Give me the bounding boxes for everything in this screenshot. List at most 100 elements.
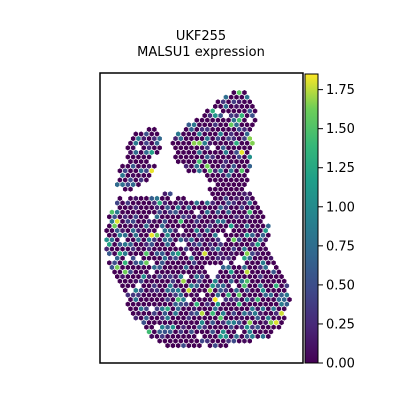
expression-spot [183,246,189,252]
expression-spot [231,163,237,169]
expression-spot [213,333,218,339]
expression-spot [239,333,245,339]
expression-spot [154,140,160,146]
expression-spot [189,126,194,132]
expression-spot [263,237,268,243]
expression-spot [242,228,247,234]
expression-spot [183,126,189,132]
expression-spot [168,264,173,270]
expression-spot [197,232,202,238]
expression-spot [125,301,131,307]
expression-spot [175,214,181,220]
expression-spot [149,315,154,321]
expression-spot [213,103,218,109]
expression-spot [242,145,247,151]
expression-spot [218,113,223,119]
expression-spot [125,283,131,289]
expression-spot [183,136,189,142]
expression-spot [128,278,133,284]
expression-spot [242,154,247,160]
expression-spot [178,292,184,298]
expression-spot [149,333,154,339]
expression-spot [160,306,165,312]
expression-spot [274,292,279,298]
expression-spot [152,136,157,142]
expression-spot [160,205,165,211]
expression-spot [120,172,125,178]
expression-spot [244,214,250,220]
expression-spot [149,324,154,330]
expression-spot [133,241,139,247]
expression-spot [136,237,141,243]
expression-spot [165,315,170,321]
expression-spot [231,90,237,96]
expression-spot [120,182,125,188]
expression-spot [244,140,250,146]
expression-spot [234,205,239,211]
expression-spot [223,122,229,128]
expression-spot [136,218,141,224]
expression-spot [244,159,250,165]
expression-spot [194,283,199,289]
expression-spot [175,260,181,266]
expression-spot [160,315,165,321]
expression-spot [221,338,226,344]
expression-spot [181,223,186,229]
expression-spot [191,260,197,266]
expression-spot [136,246,141,252]
expression-spot [199,237,205,243]
spot-layer [104,90,292,349]
expression-spot [244,251,250,257]
expression-spot [244,232,250,238]
expression-spot [250,122,255,128]
expression-spot [165,232,170,238]
expression-spot [141,301,146,307]
expression-spot [115,237,120,243]
expression-spot [186,214,192,220]
expression-spot [157,274,162,280]
expression-spot [194,310,199,316]
expression-spot [197,131,202,137]
expression-spot [281,287,287,293]
expression-spot [178,145,184,151]
expression-spot [194,154,199,160]
expression-spot [252,117,258,123]
expression-spot [181,324,186,330]
expression-spot [146,255,152,261]
expression-spot [205,172,210,178]
expression-spot [136,264,141,270]
expression-spot [146,126,152,132]
expression-spot [162,283,168,289]
expression-spot [115,228,120,234]
expression-spot [170,214,176,220]
expression-spot [202,315,207,321]
expression-spot [252,274,258,280]
expression-spot [168,320,173,326]
expression-spot [189,136,194,142]
expression-spot [160,232,165,238]
expression-spot [175,159,181,165]
expression-spot [247,145,252,151]
expression-spot [215,283,221,289]
expression-spot [228,251,234,257]
expression-spot [215,228,221,234]
expression-spot [173,228,178,234]
expression-spot [221,99,226,105]
expression-spot [144,195,149,201]
expression-spot [157,209,162,215]
expression-spot [221,320,226,326]
expression-spot [207,306,213,312]
expression-spot [199,320,205,326]
expression-spot [165,260,170,266]
expression-spot [226,255,231,261]
expression-spot [199,329,205,335]
expression-spot [255,297,260,303]
expression-spot [138,278,144,284]
expression-spot [223,94,229,100]
expression-spot [112,232,117,238]
expression-spot [239,140,245,146]
expression-spot [175,278,181,284]
expression-spot [205,338,210,344]
expression-spot [178,200,184,206]
expression-spot [223,159,229,165]
